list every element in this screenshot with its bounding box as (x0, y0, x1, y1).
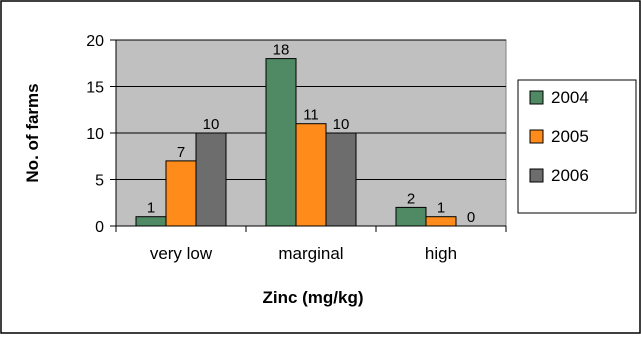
data-label: 1 (437, 200, 445, 217)
y-tick-label: 0 (95, 219, 104, 236)
data-label: 11 (303, 107, 319, 124)
data-label: 0 (467, 209, 475, 226)
y-tick-label: 15 (86, 80, 104, 97)
x-tick-label: marginal (278, 244, 343, 263)
data-label: 7 (177, 144, 185, 161)
bar (265, 58, 297, 227)
legend-label: 2005 (551, 127, 589, 146)
data-label: 18 (273, 42, 290, 59)
bar (295, 123, 327, 227)
data-label: 1 (147, 200, 155, 217)
data-label: 2 (407, 190, 415, 207)
bar (135, 216, 167, 227)
legend-swatch (529, 168, 544, 183)
y-tick-label: 5 (95, 173, 104, 190)
x-tick-label: very low (150, 244, 213, 263)
data-label: 10 (333, 116, 350, 133)
legend-label: 2004 (551, 88, 589, 107)
legend-swatch (529, 129, 544, 144)
y-tick-label: 20 (86, 33, 104, 50)
x-tick-label: high (425, 244, 457, 263)
legend-swatch (529, 90, 544, 105)
bar (325, 132, 357, 227)
bar (395, 206, 427, 227)
x-axis-title: Zinc (mg/kg) (262, 288, 363, 307)
bar (165, 160, 197, 227)
legend-label: 2006 (551, 166, 589, 185)
y-tick-label: 10 (86, 126, 104, 143)
legend: 2004 2005 2006 (517, 79, 637, 214)
bar (195, 132, 227, 227)
y-axis-title: No. of farms (23, 83, 42, 182)
data-label: 10 (203, 116, 220, 133)
bar (425, 216, 457, 227)
